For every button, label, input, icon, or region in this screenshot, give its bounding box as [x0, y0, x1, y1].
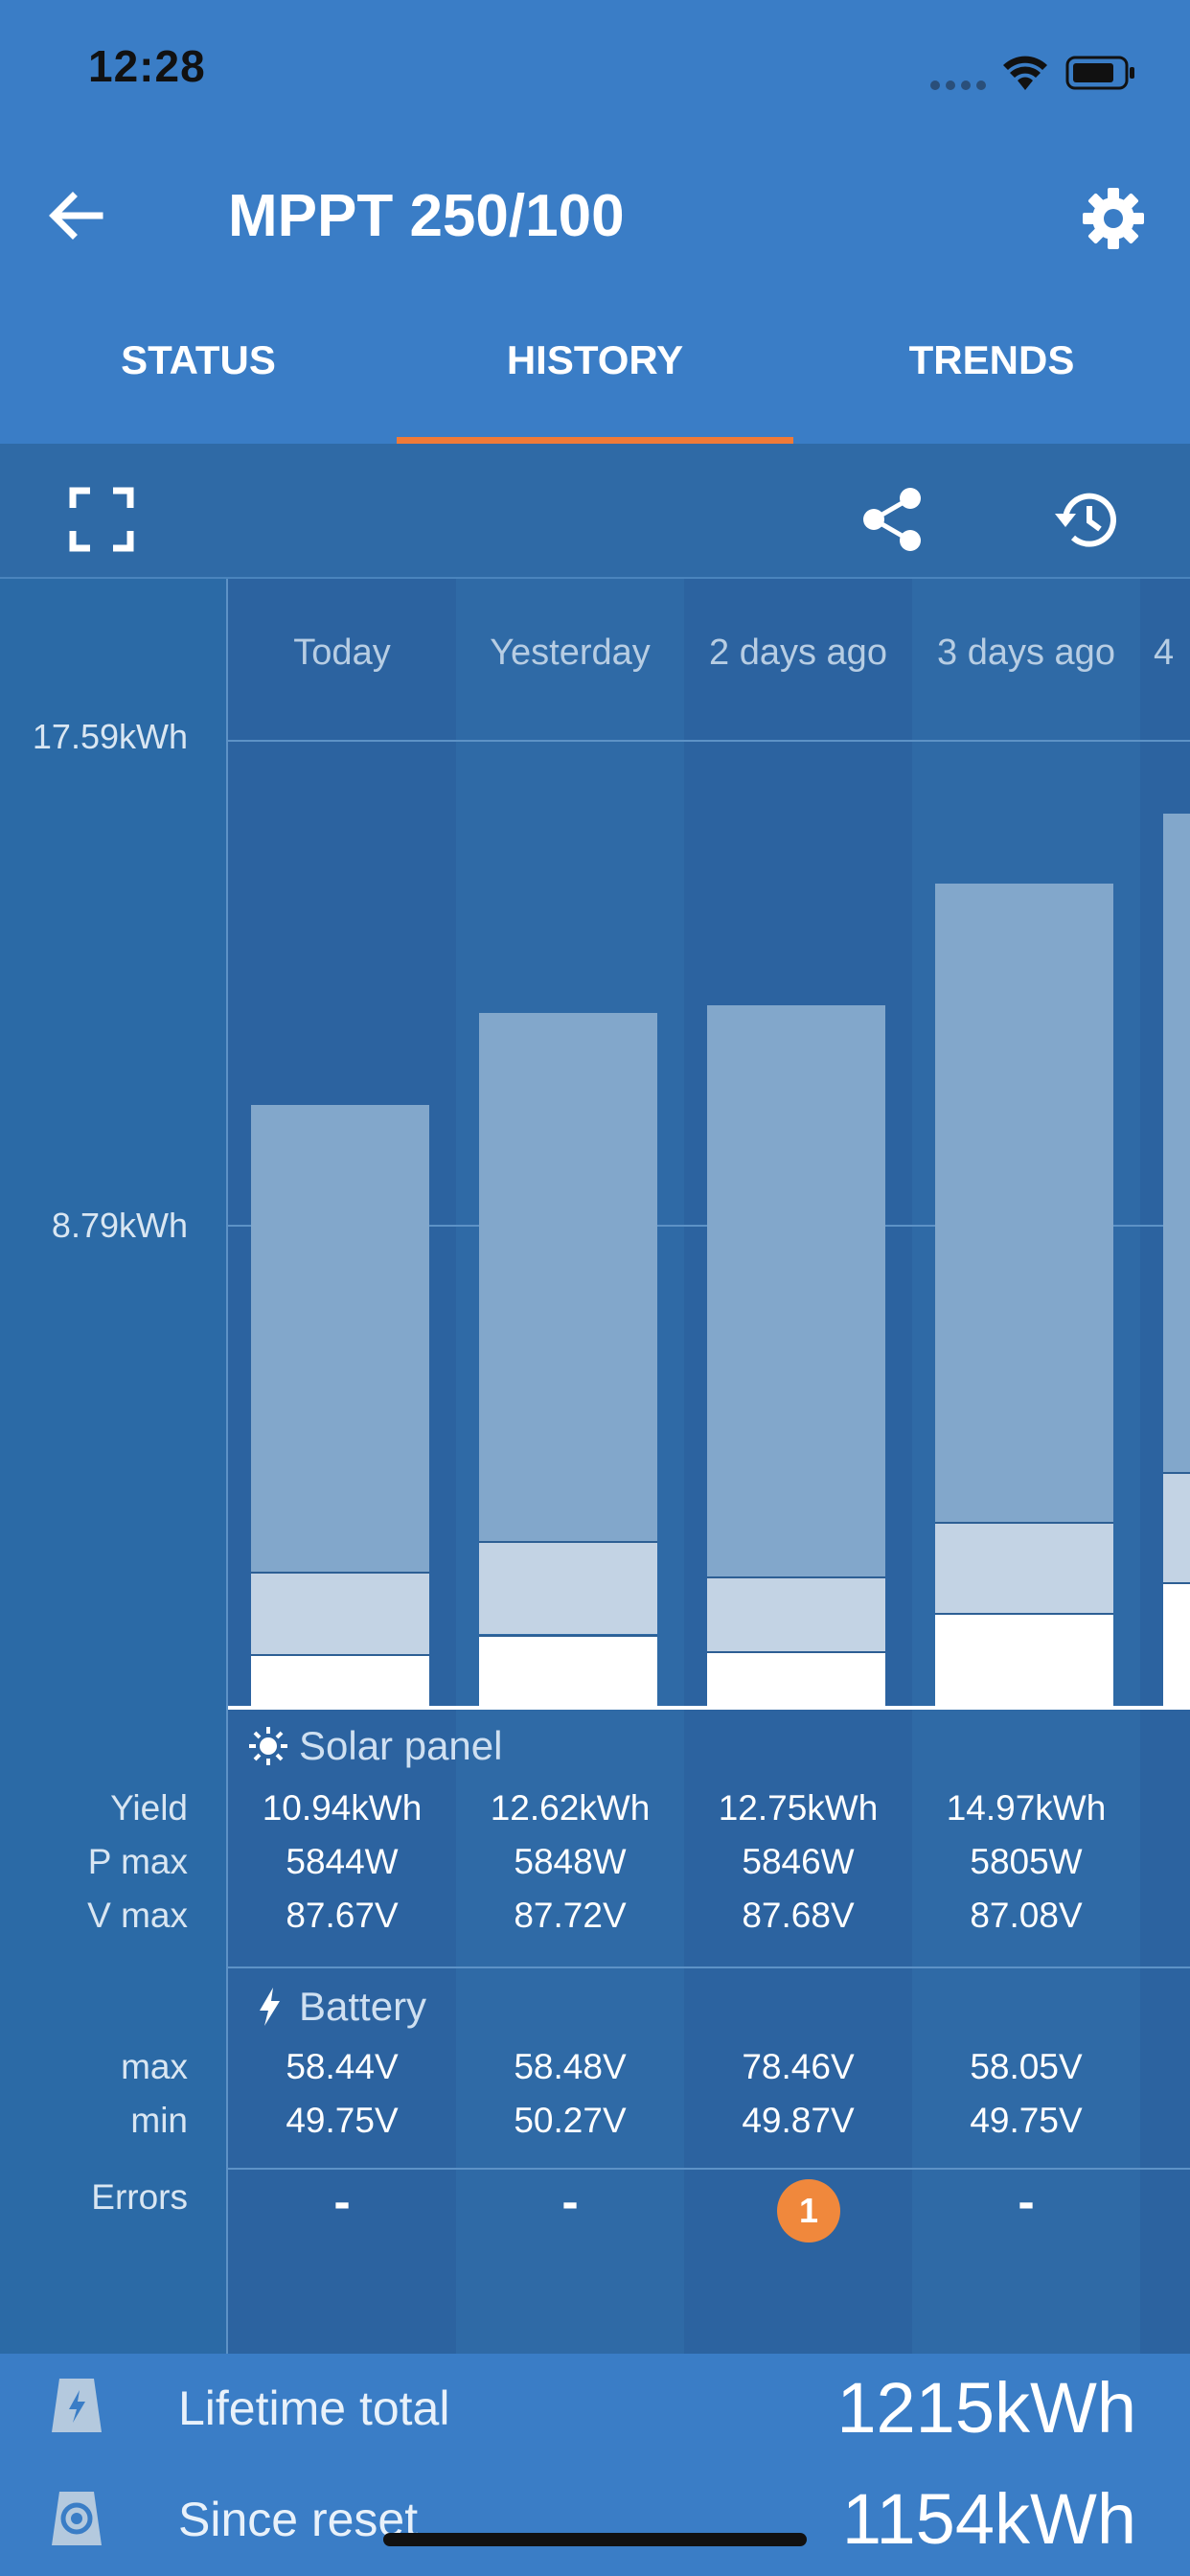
wifi-icon — [1002, 54, 1048, 97]
fullscreen-icon — [69, 487, 134, 552]
yield-value: 12.75kWh — [718, 1788, 879, 1828]
day-label-4days[interactable]: 4 — [1154, 632, 1175, 673]
errors-none: - — [333, 2174, 351, 2230]
page-title: MPPT 250/100 — [228, 183, 625, 249]
bar-segment-bulk[interactable] — [479, 1012, 657, 1542]
status-bar: 12:28 — [0, 0, 1190, 144]
share-button[interactable] — [858, 485, 927, 554]
bar-segment-bulk[interactable] — [707, 1005, 885, 1577]
history-toolbar — [0, 444, 1190, 578]
day-label-today[interactable]: Today — [293, 632, 391, 673]
vmax-value: 87.67V — [286, 1896, 399, 1935]
share-icon — [863, 488, 921, 551]
lifetime-total-value: 1215kWh — [836, 2368, 1136, 2448]
battery-min-value: 49.75V — [970, 2101, 1083, 2140]
yield-value: 12.62kWh — [490, 1788, 651, 1828]
battery-max-value: 58.48V — [514, 2047, 627, 2086]
chart-baseline — [228, 1706, 1190, 1710]
yield-value: 14.97kWh — [946, 1788, 1107, 1828]
bar-segment-float[interactable] — [1163, 1582, 1190, 1706]
gridline-max — [228, 740, 1190, 742]
home-indicator[interactable] — [383, 2533, 807, 2546]
yield-value: 10.94kWh — [262, 1788, 423, 1828]
toolbar-divider — [0, 577, 1190, 579]
pmax-value: 5805W — [970, 1842, 1083, 1881]
battery-max-label: max — [121, 2047, 188, 2086]
bar-segment-bulk[interactable] — [251, 1105, 429, 1572]
history-button[interactable] — [1052, 485, 1123, 556]
gear-icon — [1083, 188, 1144, 249]
bar-segment-absorption[interactable] — [479, 1541, 657, 1635]
history-icon — [1055, 493, 1116, 547]
signal-icon — [929, 79, 987, 97]
bar-segment-bulk[interactable] — [1163, 813, 1190, 1473]
bar-segment-float[interactable] — [479, 1634, 657, 1706]
status-time: 12:28 — [88, 41, 206, 91]
y-axis-line — [226, 579, 228, 2354]
bar-segment-absorption[interactable] — [707, 1576, 885, 1651]
battery-min-value: 49.75V — [286, 2101, 399, 2140]
errors-none: - — [561, 2174, 579, 2230]
yield-label: Yield — [110, 1788, 188, 1828]
error-count-badge[interactable]: 1 — [777, 2179, 840, 2242]
back-button[interactable] — [42, 182, 109, 249]
y-tick-label-mid: 8.79kWh — [51, 1206, 188, 1245]
bar-segment-absorption[interactable] — [251, 1571, 429, 1654]
since-reset-icon — [50, 2490, 103, 2552]
pmax-label: P max — [87, 1842, 188, 1881]
settings-button[interactable] — [1079, 184, 1148, 253]
day-label-2days[interactable]: 2 days ago — [709, 632, 887, 673]
errors-none: - — [1018, 2174, 1035, 2230]
section-divider — [228, 2168, 1190, 2170]
tab-status[interactable]: STATUS — [121, 337, 276, 382]
lightning-icon — [255, 1986, 284, 2033]
day-label-3days[interactable]: 3 days ago — [937, 632, 1115, 673]
bar-segment-absorption[interactable] — [1163, 1472, 1190, 1583]
bar-segment-float[interactable] — [707, 1650, 885, 1706]
battery-min-value: 49.87V — [742, 2101, 855, 2140]
battery-icon — [1065, 56, 1136, 95]
bar-segment-absorption[interactable] — [935, 1522, 1113, 1613]
battery-heading: Battery — [299, 1984, 427, 2029]
errors-label: Errors — [91, 2177, 188, 2217]
bar-segment-float[interactable] — [251, 1653, 429, 1706]
vmax-label: V max — [87, 1896, 188, 1935]
active-tab-indicator — [397, 437, 793, 444]
tab-trends[interactable]: TRENDS — [908, 337, 1075, 382]
sun-icon — [247, 1725, 289, 1772]
y-tick-label-max: 17.59kWh — [32, 717, 188, 756]
vmax-value: 87.68V — [742, 1896, 855, 1935]
since-reset-label: Since reset — [178, 2493, 419, 2546]
vmax-value: 87.72V — [514, 1896, 627, 1935]
pmax-value: 5844W — [286, 1842, 399, 1881]
vmax-value: 87.08V — [970, 1896, 1083, 1935]
app-header — [0, 0, 1190, 444]
battery-max-value: 78.46V — [742, 2047, 855, 2086]
battery-min-label: min — [130, 2101, 188, 2140]
lifetime-total-label: Lifetime total — [178, 2381, 450, 2435]
back-arrow-icon — [49, 192, 103, 240]
lifetime-icon — [50, 2377, 103, 2439]
day-label-yesterday[interactable]: Yesterday — [490, 632, 651, 673]
pmax-value: 5848W — [514, 1842, 627, 1881]
battery-max-value: 58.44V — [286, 2047, 399, 2086]
pmax-value: 5846W — [742, 1842, 855, 1881]
solar-panel-heading: Solar panel — [299, 1723, 503, 1768]
since-reset-value: 1154kWh — [841, 2479, 1136, 2559]
bar-segment-bulk[interactable] — [935, 884, 1113, 1522]
tab-history[interactable]: HISTORY — [506, 337, 684, 382]
bar-segment-float[interactable] — [935, 1612, 1113, 1706]
battery-min-value: 50.27V — [514, 2101, 627, 2140]
fullscreen-button[interactable] — [69, 487, 134, 552]
battery-max-value: 58.05V — [970, 2047, 1083, 2086]
section-divider — [228, 1966, 1190, 1968]
